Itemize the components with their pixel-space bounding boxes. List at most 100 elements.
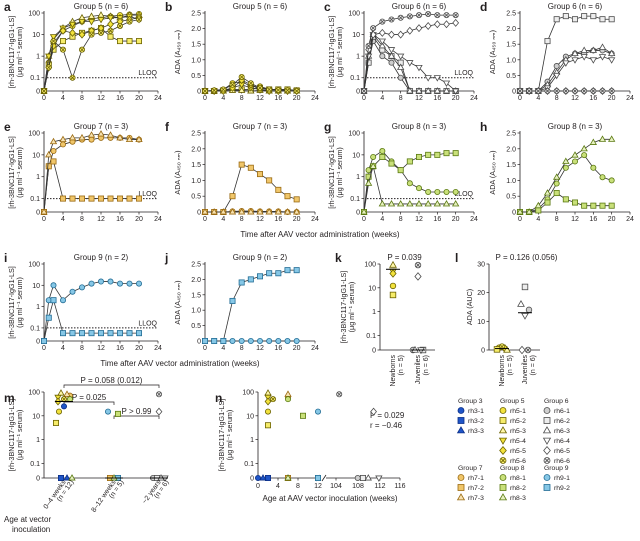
point-rh6-2 [599,16,606,23]
point-rh8-1 [415,185,422,192]
age-label-line1: Age at vector [4,515,51,524]
point-rh7-3 [274,208,283,215]
point-rh8 [110,474,118,481]
point-rh6-5 [415,24,423,33]
x-tick-label: 0 [42,216,46,223]
x-tick-label: 16 [589,216,597,223]
x-tick-label: 0 [518,95,522,102]
y-tick-label: 1.5 [506,42,516,49]
point-rh6-4 [433,75,442,82]
legend-label-rh9-2: rh9-2 [554,485,570,492]
x-tick-label: 0 [203,95,207,102]
point-rh8-3 [406,200,414,207]
point-rh7-2 [117,195,124,202]
point-rh6-5 [452,18,460,27]
y-label-line2: (μg ml⁻¹ serum) [335,27,344,78]
point-rh6-5 [397,30,405,39]
point-rh5-6-cross [212,88,217,93]
point-rh7-2 [69,195,76,202]
y-label-line1: [rh-3BNC117-IgG1-LS] [327,16,336,89]
point-rh9-1 [284,337,291,344]
point-rh6-2 [544,38,551,45]
x-tick-label: 4 [536,95,540,102]
point-rh6-diamond [414,272,422,281]
point-rh5-6-cross [248,81,253,86]
legend-column-rh6: Group 6 rh6-1 rh6-2 rh6-3 rh6-4 rh6-5 rh6-6 [542,398,570,465]
point-rh7-3 [45,150,53,158]
point-rh5-circle-x-cross [499,344,505,349]
y-tick-label: 0 [356,210,360,217]
point-rh7-1 [60,141,67,148]
n-label: (n = 5) [507,355,514,375]
series-line-rh5-1 [43,13,140,92]
legend-label-rh3-3: rh3-3 [468,428,484,435]
point-rh5 [56,408,63,415]
x-tick-label: 8 [240,95,244,102]
point-rh7-3 [228,208,237,215]
y-label-line2: (μg ml⁻¹ serum) [225,410,234,461]
point-rh9-1 [88,280,95,287]
point-rh5-cross [62,397,66,402]
y-tick-label: 0 [512,89,516,96]
point-rh8-2 [452,150,459,157]
point-rh7-2 [293,196,300,203]
point-rh5-2 [135,38,142,45]
legend-label-rh6-6: rh6-6 [554,458,570,465]
point-rh8-3 [525,208,533,215]
point-rh8-2 [599,202,606,209]
point-rh9-1 [256,337,263,344]
panel-title: Group 5 (n = 6) [74,2,129,11]
y-tick-label: 100 [28,11,40,18]
point-rh9-1 [293,337,300,344]
y-tick-label: 1.5 [191,42,201,49]
point-rh6-6-cross [389,17,394,22]
point-rh8-2 [544,199,551,206]
point-rh5-6-cross [61,47,65,52]
x-tick-label: 8 [240,216,244,223]
x-tick-label: 20 [608,216,616,223]
point-rh5-6-cross [80,47,84,52]
point-rh6-2 [572,16,579,23]
legend-title: Group 9 [544,465,569,472]
x-tick-label: 8 [296,483,300,490]
point-rh8-2 [425,151,432,158]
x-tick-label: 8 [555,95,559,102]
point-rh8-2 [553,190,560,197]
panel-letter: c [324,0,331,14]
p-value: P = 0.039 [387,253,422,262]
panel-letter: n [215,391,222,405]
point-rh9-2 [275,270,282,277]
point-rh9-2 [107,330,114,337]
y-tick-label: 2.0 [506,146,516,153]
point-rh5-2 [107,33,114,40]
legend-marker-rh6-4 [542,437,552,445]
x-tick-label: 4 [61,216,65,223]
panel-b: b Group 5 (n = 6) ADA (A₄₅₀ ₙₘ) 0 4 8 12 16 20 24… [165,0,319,102]
y-tick-label: 0.1 [350,75,360,82]
y-tick-label: 1.0 [191,308,201,315]
point-rh7-3 [219,208,228,215]
panel-title: Group 9 (n = 2) [233,253,288,262]
point-rh5-6-cross [285,88,290,93]
p-value: P = 0.126 (0.056) [496,253,558,262]
point-rh3 [58,474,65,481]
y-tick-label: 2.5 [191,131,201,138]
point-rh8 [284,474,292,481]
point-rh6-5 [378,28,386,37]
point-rh8-2 [572,199,579,206]
significance-bracket [63,384,160,388]
x-tick-label: 0 [203,216,207,223]
point-rh8-3 [415,200,423,207]
panel-letter: e [4,120,11,134]
legend-label-rh7-3: rh7-3 [468,495,484,502]
panel-letter: h [480,120,487,134]
y-tick-label: 0 [372,348,376,355]
point-rh8-2 [608,202,615,209]
x-tick-label: 12 [314,483,322,490]
point-rh8-3 [387,200,396,207]
point-rh6-2 [590,13,597,20]
point-rh8-1 [553,180,560,187]
point-rh6 [359,474,366,481]
y-tick-label: 0.5 [506,194,516,201]
point-rh6-1 [553,63,560,70]
